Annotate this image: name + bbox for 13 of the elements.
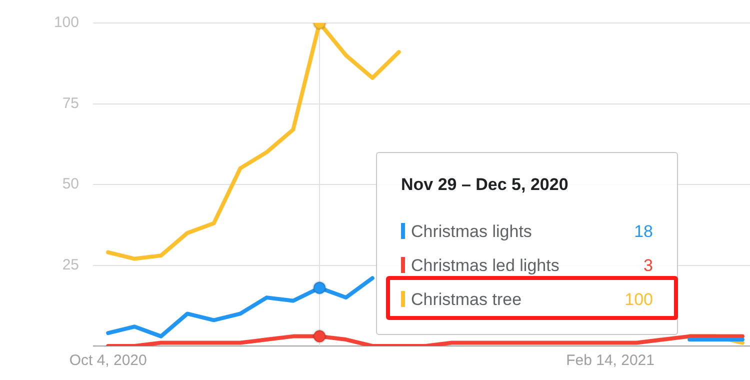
y-tick-label: 25	[62, 256, 79, 274]
legend-label: Christmas lights	[411, 222, 532, 241]
legend-label: Christmas tree	[411, 290, 522, 309]
annotation: Nov 29 – Dec 5, 2020	[401, 175, 570, 195]
annotation: 100	[624, 290, 653, 310]
x-tick-label: Oct 4, 2020	[69, 352, 147, 370]
legend-label: Christmas led lights	[411, 256, 560, 275]
x-tick-label: Feb 14, 2021	[566, 352, 654, 370]
y-tick-label: 100	[54, 14, 79, 32]
annotation: 18	[634, 222, 653, 242]
y-tick-label: 75	[62, 94, 79, 112]
annotation: 3	[644, 256, 653, 276]
y-tick-label: 50	[62, 176, 79, 193]
